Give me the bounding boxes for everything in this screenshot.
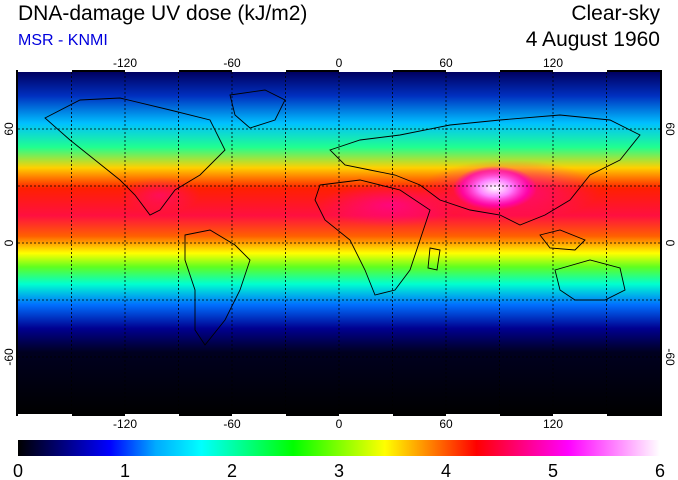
coastlines — [44, 89, 641, 346]
colorbar-tick-2: 2 — [227, 461, 237, 480]
lon-label-bottom-m120: -120 — [113, 417, 137, 431]
map-title: DNA-damage UV dose (kJ/m2) — [18, 2, 308, 25]
colorbar-tick-3: 3 — [334, 461, 344, 480]
lon-label-bottom-m60: -60 — [223, 417, 241, 431]
lon-label-top-0: 0 — [336, 56, 343, 70]
lon-label-top-120: 120 — [543, 56, 563, 70]
lon-label-top-m60: -60 — [223, 56, 241, 70]
lat-label-right-60: 60 — [663, 122, 677, 136]
lat-label-right-0: 0 — [663, 240, 677, 247]
colorbar-tick-0: 0 — [13, 461, 23, 480]
date-label: 4 August 1960 — [525, 28, 660, 51]
colorbar-tick-6: 6 — [655, 461, 665, 480]
lat-label-right-m60: -60 — [663, 348, 677, 366]
frame-border-pattern — [18, 70, 607, 416]
lon-label-bottom-60: 60 — [439, 417, 453, 431]
source-label: MSR - KNMI — [18, 32, 108, 49]
sky-condition-label: Clear-sky — [571, 2, 660, 25]
colorbar-tick-1: 1 — [120, 461, 130, 480]
graticule — [18, 72, 660, 414]
tibet-hotspot — [453, 166, 537, 210]
lon-label-bottom-0: 0 — [336, 417, 343, 431]
colorbar-tick-4: 4 — [441, 461, 451, 480]
colorbar-tick-5: 5 — [548, 461, 558, 480]
colorbar-tick-labels: 0 1 2 3 4 5 6 — [13, 461, 665, 480]
lon-label-bottom-120: 120 — [543, 417, 563, 431]
lat-label-left-60: 60 — [2, 122, 16, 136]
lon-label-top-m120: -120 — [113, 56, 137, 70]
colorbar — [18, 440, 660, 456]
lat-label-left-0: 0 — [2, 239, 16, 246]
lat-label-left-m60: -60 — [2, 348, 16, 366]
lon-label-top-60: 60 — [439, 56, 453, 70]
